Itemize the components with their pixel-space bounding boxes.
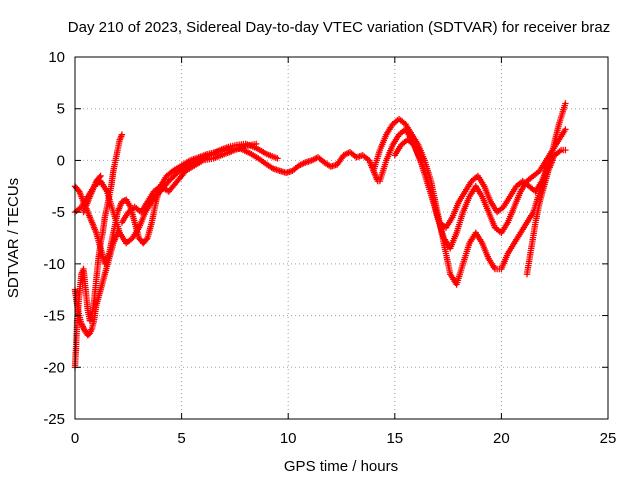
y-tick-label: -25 [43,411,65,428]
series-arc-5 [80,172,104,216]
data-markers [71,100,569,371]
x-tick-label: 15 [386,430,403,447]
y-tick-label: -15 [43,308,65,325]
y-tick-label: 10 [48,49,65,66]
x-tick-label: 0 [71,430,79,447]
y-tick-label: -5 [52,204,65,221]
series-arc-6 [118,140,260,226]
y-tick-label: -10 [43,256,65,273]
grid [75,57,608,419]
y-tick-label: 5 [57,101,65,118]
series-arc-10 [523,157,556,278]
data-point-markers [80,172,104,216]
y-tick-label: -20 [43,359,65,376]
y-axis-label: SDTVAR / TECUs [5,178,22,298]
x-tick-label: 10 [280,430,297,447]
data-point-markers [523,157,556,278]
y-tick-label: 0 [57,152,65,169]
x-tick-label: 20 [493,430,510,447]
chart-title: Day 210 of 2023, Sidereal Day-to-day VTE… [68,19,610,36]
x-tick-label: 5 [177,430,185,447]
x-axis-label: GPS time / hours [284,458,398,475]
x-tick-label: 25 [600,430,617,447]
data-point-markers [118,140,260,226]
axis-ticks: 0 5 10 15 20 25 -25 -20 -15 -10 -5 0 5 10 [43,49,616,447]
plot-frame [74,56,609,420]
